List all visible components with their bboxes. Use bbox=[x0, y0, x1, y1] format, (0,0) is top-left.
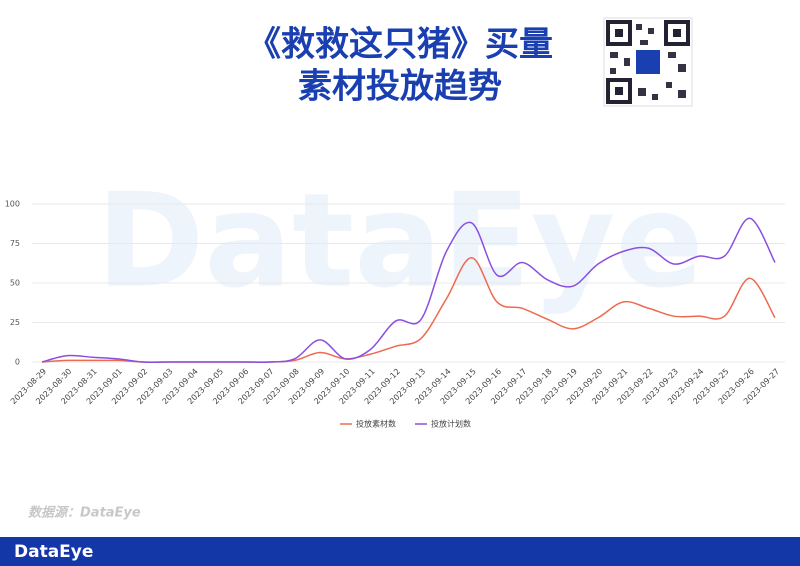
y-tick-label: 0 bbox=[15, 358, 20, 367]
qr-code bbox=[603, 17, 693, 107]
legend-label: 投放素材数 bbox=[356, 419, 396, 429]
title-line: 《救救这只猪》买量 bbox=[247, 25, 553, 65]
legend-label: 投放计划数 bbox=[431, 419, 471, 429]
series-line bbox=[41, 217, 776, 363]
y-tick-label: 100 bbox=[5, 200, 20, 209]
y-tick-label: 25 bbox=[10, 318, 20, 327]
title-line: 素材投放趋势 bbox=[298, 67, 502, 107]
y-tick-label: 50 bbox=[10, 279, 20, 288]
source: 数据源：DataEye bbox=[28, 505, 141, 521]
watermark: DataEye bbox=[96, 165, 703, 317]
y-tick-label: 75 bbox=[10, 239, 20, 248]
footer-brand: DataEye bbox=[14, 542, 93, 562]
footer-bar bbox=[0, 537, 800, 566]
